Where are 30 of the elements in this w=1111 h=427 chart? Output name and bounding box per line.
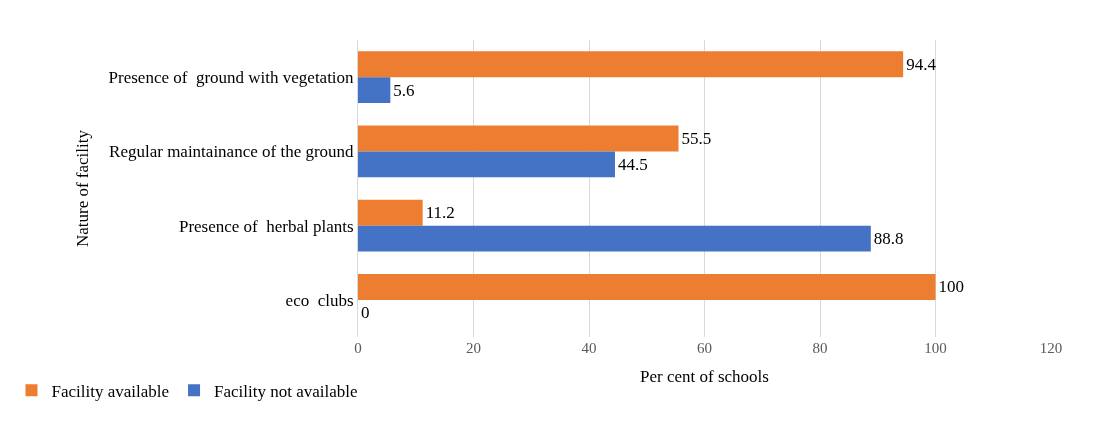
- y-tick-label: Regular maintainance of the ground: [109, 142, 355, 162]
- x-axis-title: Per cent of schools: [640, 367, 769, 387]
- data-label: 0: [361, 303, 370, 323]
- x-tick-label: 0: [354, 340, 362, 356]
- bar: [358, 51, 904, 78]
- y-tick-label: eco clubs: [285, 290, 354, 310]
- data-label: 55.5: [681, 128, 712, 148]
- legend-label: Facility not available: [214, 381, 358, 401]
- bar: [358, 77, 391, 104]
- bar: [358, 225, 871, 252]
- data-label: 94.4: [906, 54, 937, 74]
- x-tick-label: 20: [466, 340, 481, 356]
- y-tick-label: Presence of ground with vegetation: [108, 68, 355, 88]
- y-axis-title: Nature of facility: [73, 129, 93, 248]
- data-label: 44.5: [617, 154, 648, 174]
- legend-label: Facility available: [51, 381, 170, 401]
- data-label: 5.6: [393, 80, 415, 100]
- data-label: 88.8: [873, 229, 904, 249]
- x-tick-label: 100: [924, 340, 947, 356]
- bar: [358, 199, 423, 226]
- bar: [358, 125, 679, 152]
- x-tick-label: 40: [581, 340, 597, 356]
- data-label: 11.2: [425, 203, 455, 223]
- x-tick-label: 60: [697, 340, 712, 356]
- x-tick-label: 120: [1039, 340, 1063, 356]
- bar: [358, 273, 936, 300]
- x-tick-label: 80: [812, 340, 828, 356]
- bar: [358, 151, 615, 178]
- y-tick-label: Presence of herbal plants: [178, 216, 354, 236]
- data-label: 100: [938, 277, 964, 297]
